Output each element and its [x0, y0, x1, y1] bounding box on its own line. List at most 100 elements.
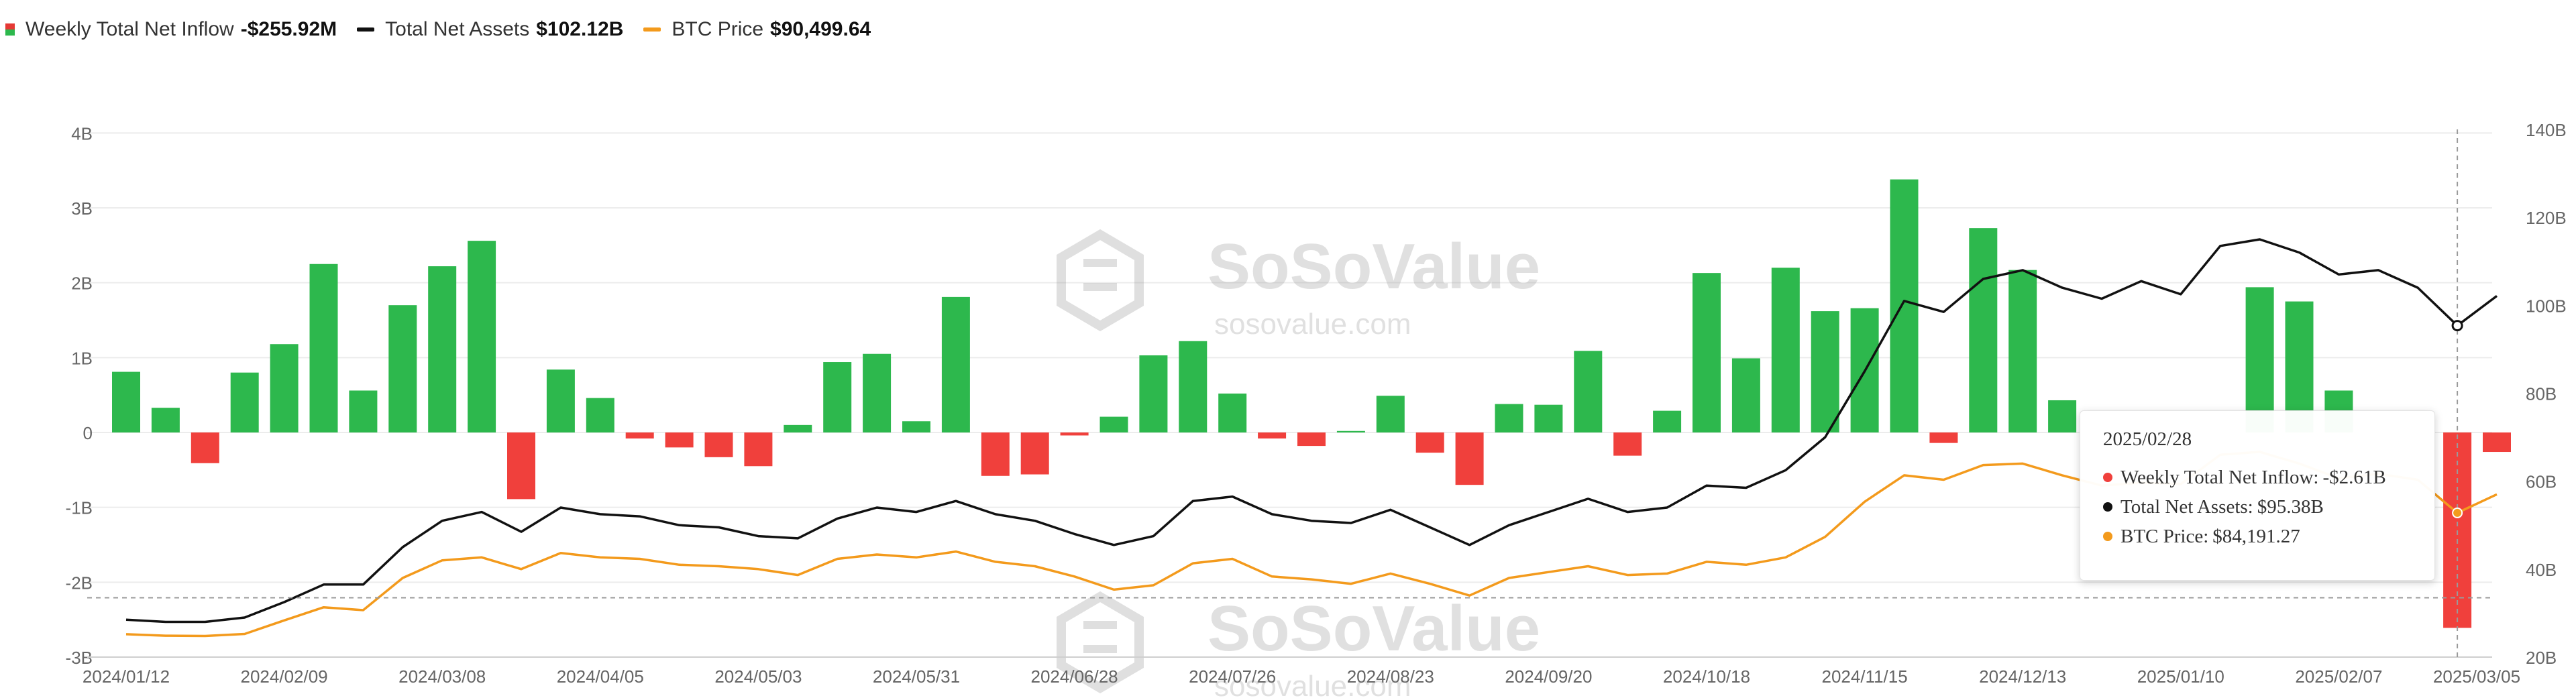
inflow-bar [2048, 400, 2077, 432]
inflow-bar [507, 432, 535, 500]
legend-item-assets[interactable]: Total Net Assets $102.12B [357, 18, 623, 41]
inflow-dot-icon [2103, 473, 2112, 482]
btc-dot-icon [2103, 532, 2112, 541]
chart-tooltip: 2025/02/28 Weekly Total Net Inflow: -$2.… [2080, 410, 2435, 581]
inflow-bar [823, 362, 852, 432]
legend-item-btc[interactable]: BTC Price $90,499.64 [643, 18, 871, 41]
chart-legend: Weekly Total Net Inflow -$255.92M Total … [5, 11, 891, 48]
y-right-tick-label: 40B [2526, 560, 2557, 580]
inflow-bar [1574, 351, 1603, 432]
x-tick-label: 2024/05/03 [714, 666, 802, 687]
inflow-bar [151, 408, 180, 432]
inflow-bar [1258, 432, 1287, 439]
inflow-bar [1297, 432, 1326, 447]
y-left-tick-label: -2B [66, 573, 93, 593]
inflow-bars [112, 179, 2511, 628]
x-tick-label: 2024/12/13 [1979, 666, 2066, 687]
tooltip-btc-label: BTC Price: [2121, 525, 2209, 547]
x-tick-label: 2024/09/20 [1505, 666, 1592, 687]
watermark-hexagon [1057, 591, 1144, 694]
y-right-tick-label: 120B [2526, 208, 2567, 228]
inflow-bar [586, 398, 614, 432]
inflow-bar [744, 432, 773, 467]
watermark-hexagon [1057, 229, 1144, 332]
x-tick-label: 2024/05/31 [873, 666, 960, 687]
inflow-bar [1771, 268, 1800, 432]
watermark-logo-icon [1057, 229, 1144, 332]
legend-assets-label: Total Net Assets [385, 18, 530, 40]
y-left-tick-label: 1B [71, 348, 93, 368]
watermark-logo-icon [1057, 591, 1144, 694]
inflow-bar [546, 369, 575, 432]
watermark-mark [1083, 621, 1117, 653]
y-left-tick-label: 3B [71, 198, 93, 219]
inflow-bar [1218, 393, 1247, 432]
legend-btc-value: $90,499.64 [770, 18, 871, 40]
x-tick-label: 2025/01/10 [2137, 666, 2224, 687]
inflow-bar [349, 390, 378, 432]
x-tick-label: 2024/07/26 [1189, 666, 1276, 687]
inflow-bar [1693, 273, 1721, 432]
y-right-tick-label: 100B [2526, 296, 2567, 316]
inflow-bar [1811, 311, 1839, 432]
btc-line-swatch-icon [643, 27, 661, 32]
inflow-bar [1376, 396, 1405, 432]
inflow-bar [784, 424, 812, 432]
watermark-url: sosovalue.com [1214, 308, 1411, 341]
watermark-url: sosovalue.com [1214, 670, 1411, 700]
legend-item-inflow[interactable]: Weekly Total Net Inflow -$255.92M [5, 18, 337, 41]
inflow-bar [230, 372, 259, 432]
tooltip-assets-value: $95.38B [2257, 495, 2324, 518]
assets-hover-marker [2451, 320, 2463, 332]
inflow-bar [1613, 432, 1642, 456]
y-right-tick-label: 20B [2526, 648, 2557, 668]
x-tick-label: 2024/04/05 [557, 666, 644, 687]
inflow-bar [1890, 179, 1919, 432]
y-right-tick-label: 140B [2526, 120, 2567, 140]
watermark-brand: SoSoValue [1208, 593, 1540, 664]
inflow-bar [1139, 355, 1168, 432]
inflow-bar [309, 264, 338, 432]
y-left-tick-label: -1B [66, 498, 93, 518]
legend-btc-label: BTC Price [672, 18, 764, 40]
tooltip-btc-value: $84,191.27 [2212, 525, 2300, 547]
inflow-bar [863, 353, 892, 432]
inflow-bar [468, 241, 496, 432]
y-right-tick-label: 60B [2526, 472, 2557, 492]
x-tick-label: 2024/10/18 [1663, 666, 1750, 687]
x-tick-label: 2024/01/12 [83, 666, 170, 687]
inflow-bar [388, 305, 417, 432]
watermarks: SoSoValue sosovalue.com SoSoValue sosovalue… [1057, 229, 1540, 700]
x-tick-label: 2024/06/28 [1031, 666, 1118, 687]
y-left-tick-label: 4B [71, 123, 93, 143]
y-left-tick-label: 0 [83, 423, 93, 443]
x-tick-label: 2025/02/07 [2295, 666, 2382, 687]
hover-overlay [87, 129, 2492, 657]
assets-line-swatch-icon [357, 27, 375, 32]
inflow-bar [1336, 430, 1365, 432]
inflow-bar [1060, 432, 1089, 436]
inflow-bar [1969, 228, 1998, 432]
inflow-bar [1099, 416, 1128, 432]
inflow-bar [1179, 341, 1208, 432]
axes: -3B-2B-1B01B2B3B4B20B40B60B80B100B120B14… [66, 120, 2567, 687]
assets-dot-icon [2103, 502, 2112, 512]
legend-assets-value: $102.12B [536, 18, 624, 40]
inflow-bar [1020, 432, 1049, 475]
tooltip-row-btc: BTC Price: $84,191.27 [2103, 522, 2412, 551]
tooltip-assets-label: Total Net Assets: [2121, 495, 2253, 518]
inflow-bar [1415, 432, 1444, 453]
x-tick-label: 2025/03/05 [2433, 666, 2520, 687]
inflow-bar [1534, 404, 1563, 432]
inflow-swatch-icon [5, 23, 15, 36]
legend-inflow-label: Weekly Total Net Inflow [25, 18, 234, 40]
inflow-bar [625, 432, 654, 439]
inflow-bar [1929, 432, 1958, 443]
inflow-bar [981, 432, 1010, 476]
inflow-bar [704, 432, 733, 457]
x-tick-label: 2024/03/08 [398, 666, 486, 687]
inflow-bar [428, 266, 457, 432]
y-right-tick-label: 80B [2526, 384, 2557, 404]
legend-inflow-value: -$255.92M [240, 18, 337, 40]
